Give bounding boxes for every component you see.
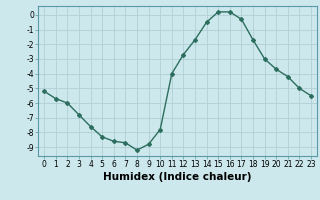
- X-axis label: Humidex (Indice chaleur): Humidex (Indice chaleur): [103, 172, 252, 182]
